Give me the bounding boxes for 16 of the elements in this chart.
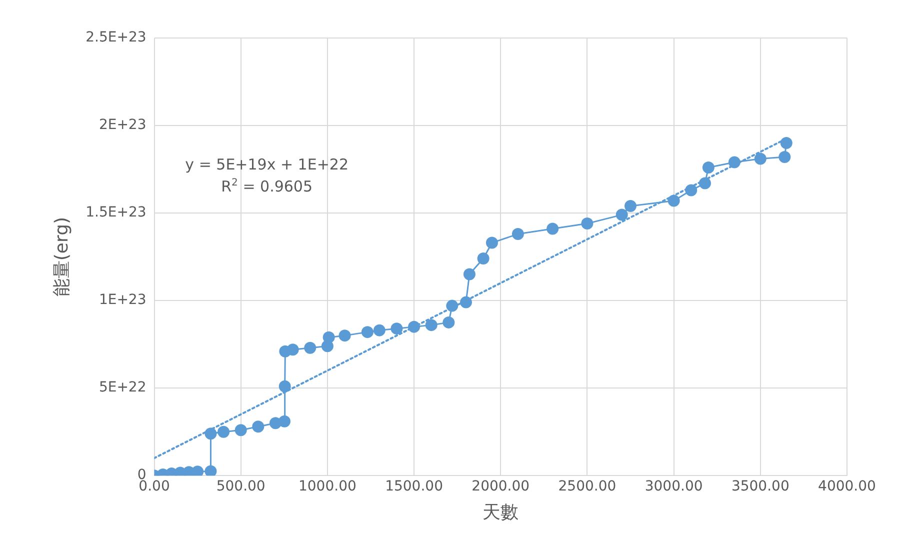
x-tick-label: 2000.00 xyxy=(472,478,530,495)
y-tick-label: 5E+22 xyxy=(98,380,146,396)
y-tick-label: 2.5E+23 xyxy=(86,30,146,46)
x-tick-label: 500.00 xyxy=(216,478,266,495)
y-tick-label: 1E+23 xyxy=(98,292,146,308)
x-axis-title: 天數 xyxy=(482,502,519,523)
x-tick-label: 4000.00 xyxy=(818,478,876,495)
annotation: y = 5E+19x + 1E+22 xyxy=(185,155,348,174)
x-tick-label: 2500.00 xyxy=(558,478,616,495)
x-tick-label: 3500.00 xyxy=(731,478,790,495)
x-tick-label: 3000.00 xyxy=(644,478,703,495)
y-axis-title: 能量(erg) xyxy=(51,216,72,297)
y-tick-label: 1.5E+23 xyxy=(86,204,146,221)
y-tick-label: 2E+23 xyxy=(98,117,146,134)
x-tick-label: 1000.00 xyxy=(298,478,356,495)
x-tick-label: 1500.00 xyxy=(385,478,443,495)
